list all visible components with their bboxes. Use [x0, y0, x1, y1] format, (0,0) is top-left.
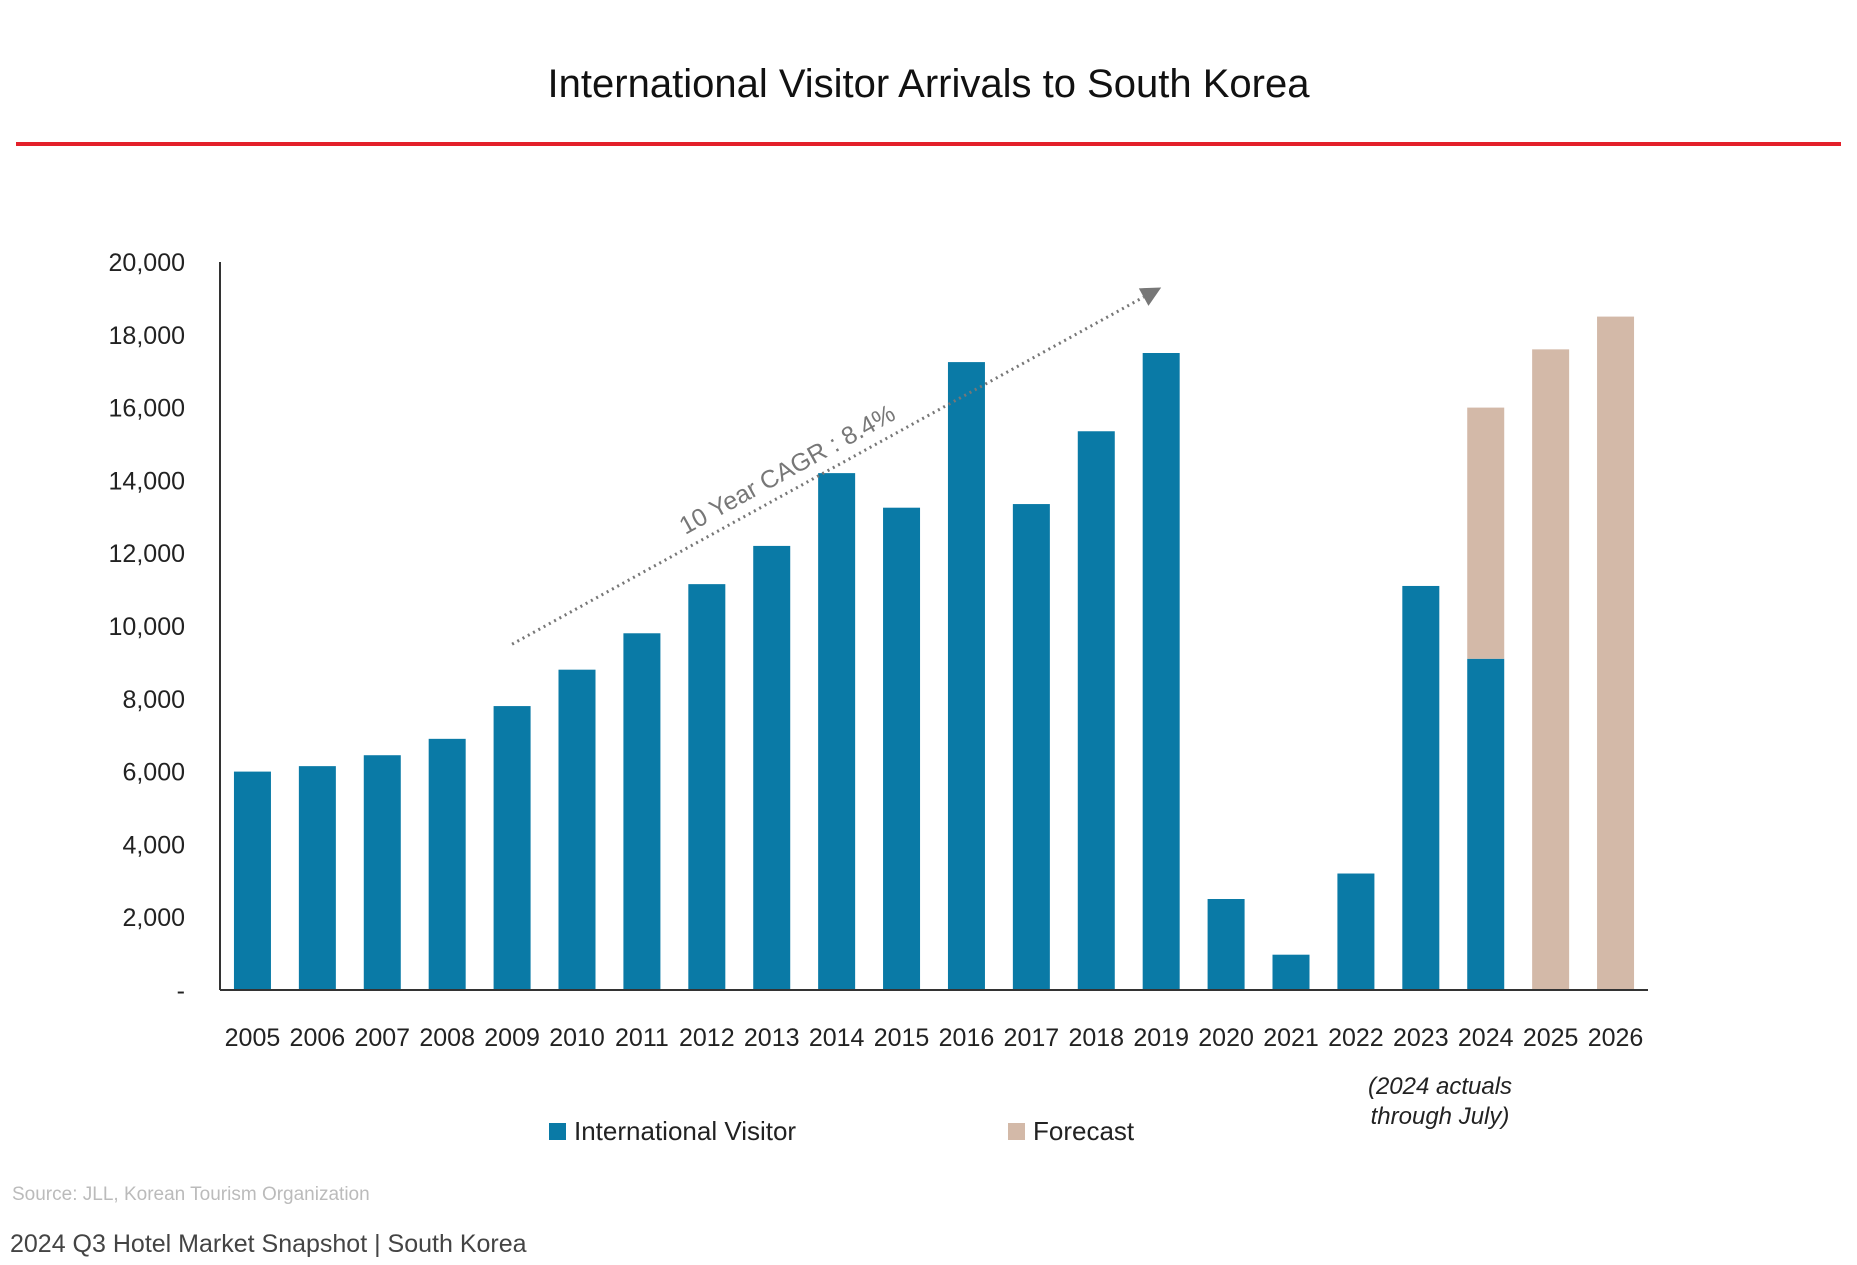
bar-visitor-2016: [947, 362, 985, 991]
bars: [233, 316, 1635, 991]
x-tick-label-2022: 2022: [1328, 1024, 1384, 1052]
x-tick-label-2025: 2025: [1523, 1024, 1579, 1052]
x-tick-label-2017: 2017: [1004, 1024, 1060, 1052]
bar-visitor-2012: [688, 584, 726, 990]
bar-visitor-2021: [1272, 954, 1310, 990]
x-tick-label-2015: 2015: [874, 1024, 930, 1052]
bar-visitor-2024: [1467, 658, 1505, 990]
y-tick-label: 2,000: [122, 904, 185, 932]
cagr-trend-line: [511, 295, 1145, 646]
x-tick-label-2014: 2014: [809, 1024, 865, 1052]
bar-forecast-2025: [1532, 349, 1570, 990]
y-tick-label: 12,000: [109, 540, 185, 568]
x-tick-label-2008: 2008: [419, 1024, 475, 1052]
y-tick-label: 8,000: [122, 686, 185, 714]
bar-forecast-2026: [1597, 316, 1635, 991]
bar-visitor-2022: [1337, 873, 1375, 990]
title-rule: [16, 142, 1841, 146]
x-tick-label-2019: 2019: [1133, 1024, 1189, 1052]
report-footer: 2024 Q3 Hotel Market Snapshot | South Ko…: [10, 1230, 527, 1258]
note-2024-actuals: (2024 actuals through July): [1367, 1073, 1513, 1130]
bar-visitor-2010: [558, 669, 596, 990]
chart-title: International Visitor Arrivals to South …: [547, 62, 1310, 106]
bar-visitor-2018: [1077, 431, 1115, 990]
bar-visitor-2019: [1142, 353, 1180, 990]
x-tick-label-2024: 2024: [1458, 1024, 1514, 1052]
x-tick-label-2021: 2021: [1263, 1024, 1319, 1052]
bar-visitor-2014: [818, 473, 856, 990]
y-tick-label: 4,000: [122, 831, 185, 859]
x-tick-label-2007: 2007: [354, 1024, 410, 1052]
x-tick-label-2013: 2013: [744, 1024, 800, 1052]
x-tick-label-2010: 2010: [549, 1024, 605, 1052]
bar-visitor-2006: [298, 766, 336, 990]
x-tick-label-2026: 2026: [1588, 1024, 1644, 1052]
legend-label-forecast: Forecast: [1033, 1116, 1135, 1146]
bar-visitor-2007: [363, 755, 401, 990]
x-tick-label-2011: 2011: [615, 1024, 669, 1052]
bar-visitor-2013: [753, 545, 791, 990]
cagr-label: 10 Year CAGR : 8.4%: [675, 399, 900, 540]
legend-swatch-visitor: [549, 1123, 566, 1140]
cagr-arrow-head: [1138, 287, 1162, 306]
bar-visitor-2015: [883, 507, 921, 990]
bar-visitor-2011: [623, 633, 661, 990]
x-tick-label-2005: 2005: [225, 1024, 281, 1052]
y-tick-label: 16,000: [109, 395, 185, 423]
x-tick-label-2018: 2018: [1068, 1024, 1124, 1052]
bar-visitor-2005: [233, 771, 271, 990]
bar-visitor-2023: [1402, 585, 1440, 990]
x-tick-label-2012: 2012: [679, 1024, 735, 1052]
legend-swatch-forecast: [1008, 1123, 1025, 1140]
bar-visitor-2020: [1207, 899, 1245, 990]
y-tick-label: -: [177, 977, 185, 1005]
x-tick-label-2016: 2016: [939, 1024, 995, 1052]
y-tick-label: 10,000: [109, 613, 185, 641]
bar-visitor-2017: [1012, 504, 1050, 990]
y-tick-label: 18,000: [109, 322, 185, 350]
x-tick-label-2023: 2023: [1393, 1024, 1449, 1052]
x-tick-label-2009: 2009: [484, 1024, 540, 1052]
y-tick-label: 6,000: [122, 759, 185, 787]
bar-forecast-2024: [1467, 407, 1505, 659]
source-note: Source: JLL, Korean Tourism Organization: [12, 1184, 370, 1205]
y-tick-label: 14,000: [109, 467, 185, 495]
x-tick-label-2020: 2020: [1198, 1024, 1254, 1052]
y-axis-ticks: - 2,000 4,000 6,000 8,000 10,000 12,000 14,000 1…: [109, 249, 185, 1005]
bar-visitor-2009: [493, 706, 531, 990]
legend-item-forecast: Forecast: [1008, 1116, 1134, 1147]
x-tick-label-2006: 2006: [290, 1024, 346, 1052]
y-tick-label: 20,000: [109, 249, 185, 277]
x-axis-ticks: 2005 2006 2007 2008 2009 2010 2011 2012 2013 2014…: [225, 1024, 1644, 1052]
legend-item-international-visitor: International Visitor: [549, 1116, 796, 1147]
bar-visitor-2008: [428, 738, 466, 990]
legend-label-visitor: International Visitor: [574, 1116, 797, 1146]
